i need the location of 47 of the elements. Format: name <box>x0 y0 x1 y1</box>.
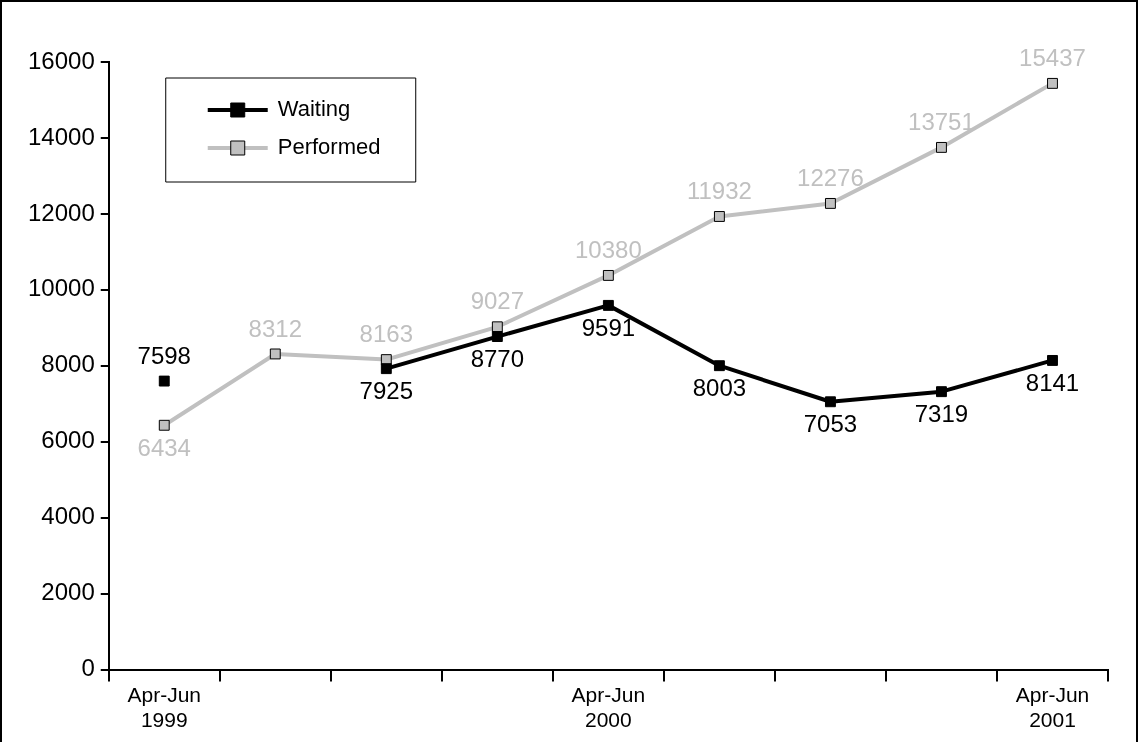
point <box>602 269 614 281</box>
x-tick-label: Apr-Jun 2000 <box>571 683 646 732</box>
x-tick-label: Apr-Jun 1999 <box>127 683 202 732</box>
data-label: 8770 <box>470 345 525 373</box>
data-label: 6434 <box>137 433 191 461</box>
point <box>824 197 836 209</box>
point <box>936 141 947 153</box>
data-label: 7925 <box>359 377 414 405</box>
x-tick-label: Apr-Jun 2001 <box>1015 683 1090 732</box>
point <box>491 321 503 333</box>
data-label: 9591 <box>581 314 636 342</box>
y-tick-label: 10000 <box>27 274 95 302</box>
data-label: 15437 <box>1019 44 1086 71</box>
y-tick-label: 2000 <box>41 578 95 606</box>
point <box>713 211 725 222</box>
data-label: 11932 <box>686 177 752 205</box>
y-tick-label: 16000 <box>27 46 95 74</box>
data-label: 13751 <box>908 108 975 136</box>
point <box>158 375 170 387</box>
y-tick-label: 8000 <box>41 350 95 378</box>
point <box>602 299 614 311</box>
legend-label: Performed <box>277 134 381 160</box>
legend-label: Waiting <box>277 96 351 122</box>
data-label: 9027 <box>470 287 525 315</box>
y-tick-label: 12000 <box>27 198 95 226</box>
data-label: 7598 <box>137 341 191 369</box>
point <box>158 419 170 431</box>
data-label: 10380 <box>574 236 642 264</box>
data-label: 7053 <box>803 410 858 438</box>
point <box>713 360 725 372</box>
data-label: 12276 <box>797 164 864 192</box>
y-tick-label: 0 <box>81 654 95 682</box>
data-label: 8003 <box>692 374 747 402</box>
point <box>491 331 503 343</box>
y-tick-label: 6000 <box>41 426 95 454</box>
point <box>824 396 836 408</box>
point <box>1047 355 1058 366</box>
point <box>1047 77 1058 89</box>
y-tick-label: 4000 <box>41 502 95 530</box>
point <box>936 386 947 398</box>
y-tick-label: 14000 <box>27 122 95 150</box>
point <box>380 363 392 375</box>
data-label: 7319 <box>914 400 969 428</box>
data-label: 8163 <box>359 320 414 348</box>
data-label: 8312 <box>248 314 302 342</box>
data-label: 8141 <box>1025 369 1080 397</box>
point <box>269 348 281 360</box>
